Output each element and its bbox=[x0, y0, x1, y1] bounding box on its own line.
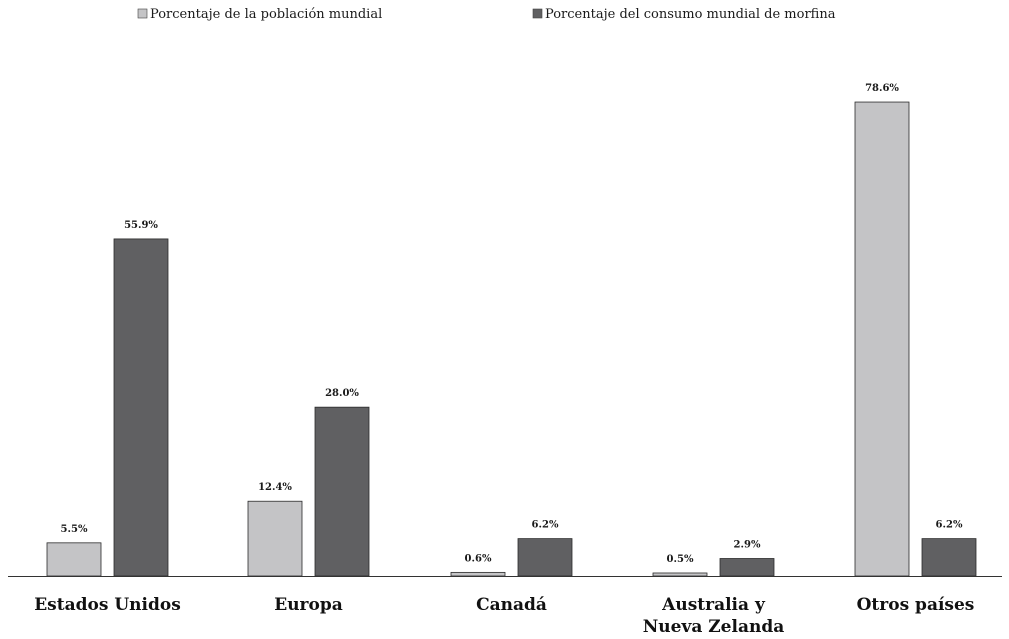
bar-series2-cat1 bbox=[113, 238, 169, 577]
bar-series1-cat3 bbox=[450, 571, 506, 577]
bar-series2-cat4 bbox=[719, 558, 775, 577]
data-label-series2-cat4: 2.9% bbox=[734, 540, 761, 551]
category-labels-group: Estados Unidos Europa Canadá Australia yNue… bbox=[34, 595, 974, 637]
data-label-series2-cat2: 28.0% bbox=[325, 388, 359, 399]
data-label-series1-cat2: 12.4% bbox=[258, 482, 292, 493]
category-label-4-line1: Australia y bbox=[661, 595, 766, 615]
category-label-4-line2: Nueva Zelanda bbox=[643, 617, 785, 637]
bar-series2-cat5 bbox=[921, 538, 977, 577]
legend-label-1: Porcentaje de la población mundial bbox=[150, 7, 382, 22]
category-label-3: Canadá bbox=[476, 595, 547, 615]
category-label-1: Estados Unidos bbox=[34, 595, 181, 615]
legend-swatch-2 bbox=[532, 8, 543, 19]
data-label-series1-cat5: 78.6% bbox=[865, 83, 899, 94]
data-label-series2-cat1: 55.9% bbox=[124, 220, 158, 231]
data-label-series1-cat3: 0.6% bbox=[465, 553, 492, 564]
value-labels-group: 5.5% 12.4% 0.6% 0.5% 78.6% 55.9% 28.0% 6.2% 2.9%… bbox=[61, 83, 963, 565]
data-label-series1-cat1: 5.5% bbox=[61, 524, 88, 535]
bar-series1-cat4 bbox=[652, 572, 708, 577]
bar-series1-cat2 bbox=[247, 500, 303, 577]
data-label-series2-cat5: 6.2% bbox=[936, 520, 963, 531]
bar-series2-cat3 bbox=[517, 538, 573, 577]
data-label-series2-cat3: 6.2% bbox=[532, 520, 559, 531]
category-label-5: Otros países bbox=[857, 595, 975, 615]
bar-series1-cat5 bbox=[854, 101, 910, 577]
bars-group bbox=[46, 101, 977, 577]
legend-swatch-1 bbox=[137, 8, 148, 19]
data-label-series1-cat4: 0.5% bbox=[667, 554, 694, 565]
legend-label-2: Porcentaje del consumo mundial de morfin… bbox=[545, 7, 836, 22]
bar-series1-cat1 bbox=[46, 542, 102, 577]
bar-series2-cat2 bbox=[314, 406, 370, 577]
category-label-2: Europa bbox=[274, 595, 343, 615]
legend: Porcentaje de la población mundial Porcen… bbox=[137, 7, 836, 22]
